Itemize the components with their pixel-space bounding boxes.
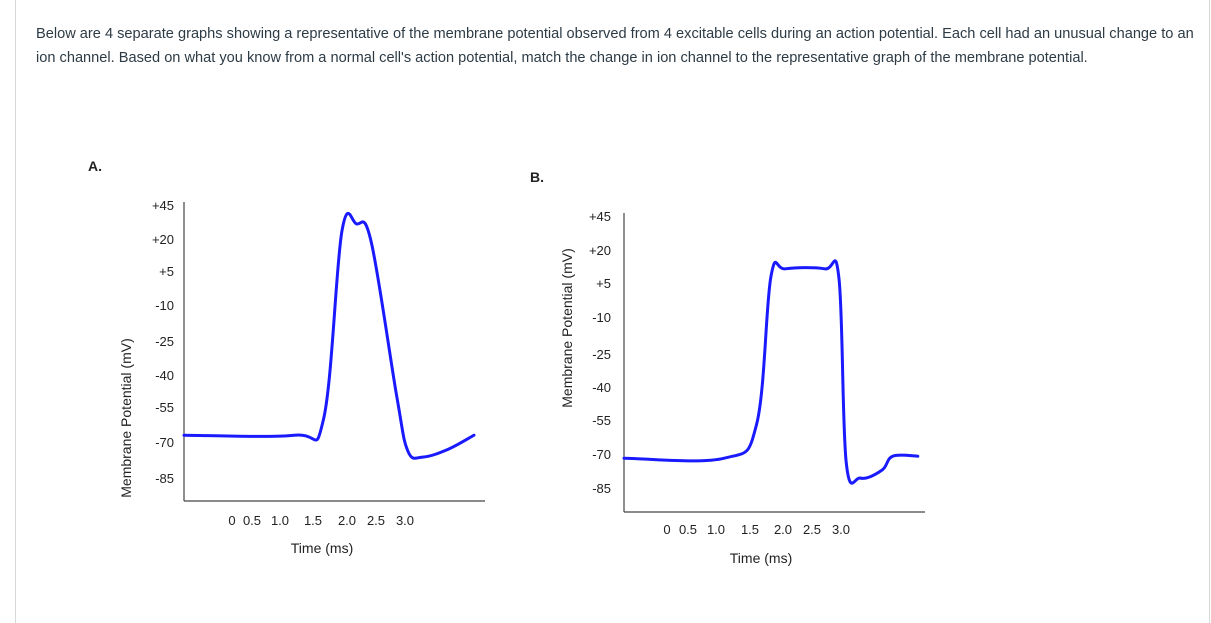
y-axis-title: Membrane Potential (mV) (118, 338, 134, 498)
y-tick-label: -85 (155, 471, 174, 486)
x-tick-label: 2.5 (367, 513, 385, 528)
y-tick-label: +5 (159, 264, 174, 279)
x-tick-label: 1.0 (707, 522, 725, 537)
x-tick-labels: 0 0.5 1.0 1.5 2.0 2.5 3.0 (228, 513, 414, 528)
x-tick-label: 0.5 (679, 522, 697, 537)
y-tick-label: -25 (592, 347, 611, 362)
content-frame (15, 0, 1210, 623)
y-tick-label: +20 (152, 232, 174, 247)
y-axis-title: Membrane Potential (mV) (559, 248, 575, 408)
y-tick-label: -70 (592, 447, 611, 462)
x-tick-label: 3.0 (396, 513, 414, 528)
y-tick-label: -40 (155, 368, 174, 383)
x-tick-label: 1.5 (741, 522, 759, 537)
x-tick-label: 0 (228, 513, 235, 528)
x-tick-label: 2.0 (338, 513, 356, 528)
x-axis-title: Time (ms) (291, 540, 353, 556)
membrane-potential-line (622, 259, 920, 485)
y-tick-label: -25 (155, 334, 174, 349)
question-text: Below are 4 separate graphs showing a re… (36, 26, 1194, 66)
y-tick-label: +5 (596, 276, 611, 291)
y-tick-label: -55 (155, 400, 174, 415)
y-tick-label: -10 (155, 298, 174, 313)
y-tick-label: +45 (152, 198, 174, 213)
membrane-potential-line (182, 211, 476, 460)
y-tick-labels: +45 +20 +5 -10 -25 -40 -55 -70 -85 (152, 198, 174, 486)
panel-label: A. (88, 158, 102, 174)
x-tick-labels: 0 0.5 1.0 1.5 2.0 2.5 3.0 (663, 522, 850, 537)
graph-a-svg: A. +45 +20 +5 -10 -25 -40 -55 -70 -85 Membrane P… (88, 158, 485, 556)
graph-a: A. +45 +20 +5 -10 -25 -40 -55 -70 -85 Membrane P… (80, 150, 520, 575)
x-axis-title: Time (ms) (730, 550, 792, 566)
graph-b: B. +45 +20 +5 -10 -25 -40 -55 -70 -85 Membrane P… (520, 160, 960, 585)
x-tick-label: 2.0 (774, 522, 792, 537)
x-tick-label: 1.5 (304, 513, 322, 528)
x-tick-label: 1.0 (271, 513, 289, 528)
panel-label: B. (530, 169, 544, 185)
y-tick-label: -55 (592, 413, 611, 428)
y-tick-label: -85 (592, 481, 611, 496)
y-tick-label: -10 (592, 310, 611, 325)
y-tick-labels: +45 +20 +5 -10 -25 -40 -55 -70 -85 (589, 209, 611, 496)
y-tick-label: -70 (155, 435, 174, 450)
y-tick-label: +45 (589, 209, 611, 224)
graph-b-svg: B. +45 +20 +5 -10 -25 -40 -55 -70 -85 Membrane P… (530, 169, 925, 566)
y-tick-label: -40 (592, 380, 611, 395)
x-tick-label: 3.0 (832, 522, 850, 537)
y-tick-label: +20 (589, 243, 611, 258)
x-tick-label: 0.5 (243, 513, 261, 528)
x-tick-label: 0 (663, 522, 670, 537)
x-tick-label: 2.5 (803, 522, 821, 537)
